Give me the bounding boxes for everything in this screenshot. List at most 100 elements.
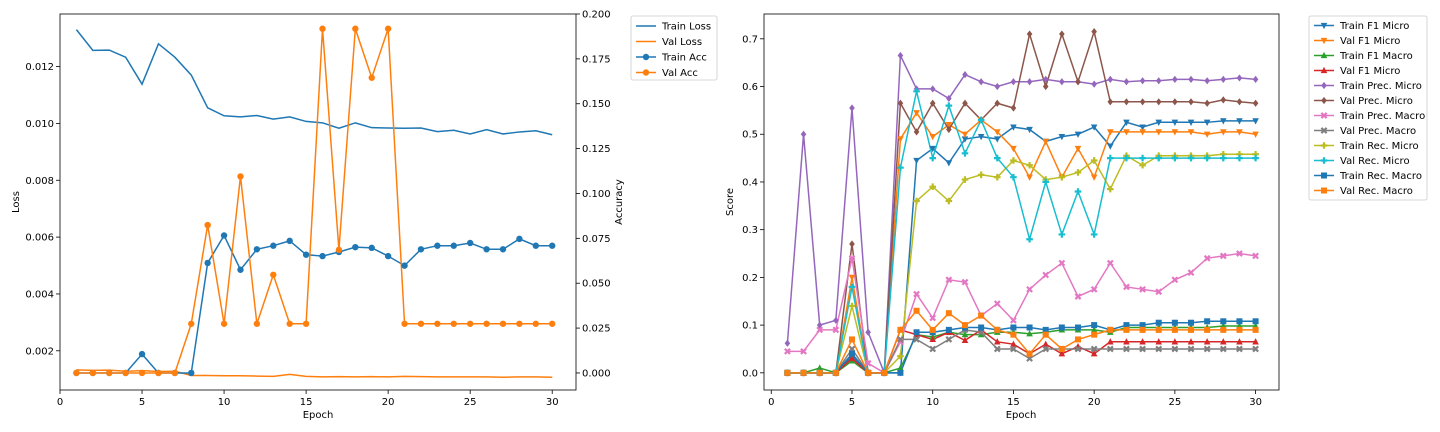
data-point-val-acc bbox=[450, 320, 457, 327]
data-point-train-prec-micro-4 bbox=[784, 339, 791, 347]
data-point-train-acc bbox=[483, 246, 490, 253]
data-point-val-prec-macro-7 bbox=[1074, 345, 1082, 353]
data-point-val-rec-micro-9 bbox=[1252, 154, 1259, 162]
data-point-val-prec-macro-7 bbox=[913, 336, 920, 343]
data-point-val-f1-micro-1 bbox=[1203, 131, 1211, 138]
right-y-axis-label: Accuracy bbox=[614, 179, 625, 225]
data-point-train-prec-micro-4 bbox=[1107, 75, 1114, 83]
legend-label-train-prec-macro-6: Train Prec. Macro bbox=[1339, 111, 1425, 122]
right-chart-x-tick-label: 20 bbox=[1088, 397, 1101, 408]
right-y-tick-label: 0.025 bbox=[582, 324, 611, 335]
data-point-train-prec-micro-4 bbox=[1204, 77, 1210, 85]
data-point-val-rec-macro-11 bbox=[784, 369, 791, 376]
data-point-val-rec-micro-9 bbox=[977, 116, 985, 124]
data-point-train-prec-macro-6 bbox=[961, 278, 969, 286]
data-point-val-acc bbox=[319, 25, 326, 32]
legend-label-val-loss: Val Loss bbox=[662, 37, 702, 48]
right-y-tick-label: 0.150 bbox=[582, 99, 611, 110]
data-point-train-rec-macro-10 bbox=[1252, 318, 1259, 325]
data-point-val-rec-micro-9 bbox=[897, 164, 904, 171]
right-y-tick-label: 0.000 bbox=[582, 368, 611, 379]
data-point-val-f1-micro-3 bbox=[1220, 338, 1227, 345]
right-y-tick-label: 0.200 bbox=[582, 10, 611, 21]
data-point-val-acc bbox=[155, 369, 162, 377]
data-point-val-f1-micro-3 bbox=[1155, 338, 1163, 345]
data-point-val-acc bbox=[253, 320, 261, 327]
data-point-train-acc bbox=[499, 246, 507, 253]
data-point-train-prec-macro-6 bbox=[848, 254, 856, 262]
data-point-val-rec-micro-9 bbox=[1090, 231, 1098, 238]
data-point-val-prec-macro-7 bbox=[1187, 345, 1195, 353]
left-x-ticks: 0 5 10 15 20 25 30 bbox=[57, 390, 559, 408]
left-x-tick-label: 25 bbox=[464, 397, 477, 408]
data-point-val-f1-micro-3 bbox=[848, 354, 856, 362]
legend-marker-val-prec-micro-5 bbox=[1321, 96, 1327, 105]
data-point-train-prec-micro-4 bbox=[800, 130, 807, 138]
data-point-train-prec-micro-4 bbox=[1139, 77, 1146, 85]
left-series-markers bbox=[73, 25, 556, 377]
data-point-val-rec-micro-9 bbox=[1123, 154, 1130, 162]
data-point-train-acc bbox=[516, 235, 523, 243]
data-point-val-f1-micro-3 bbox=[1010, 340, 1017, 347]
left-x-tick-label: 30 bbox=[546, 397, 559, 408]
data-point-train-f1-micro-0 bbox=[1106, 143, 1114, 150]
data-point-val-f1-micro-1 bbox=[1187, 129, 1195, 136]
data-point-train-rec-macro-10 bbox=[1155, 319, 1162, 326]
data-point-val-rec-macro-11 bbox=[1058, 345, 1065, 352]
data-point-val-rec-macro-11 bbox=[816, 369, 823, 376]
data-point-val-f1-micro-3 bbox=[1058, 350, 1066, 357]
legend-marker-val-rec-micro-9 bbox=[1320, 157, 1328, 164]
legend-label-train-rec-micro-8: Train Rec. Micro bbox=[1339, 141, 1419, 152]
data-point-val-acc bbox=[73, 369, 80, 377]
data-point-train-rec-macro-10 bbox=[1026, 324, 1033, 331]
left-y-axis-label: Loss bbox=[11, 191, 22, 213]
data-point-train-prec-micro-4 bbox=[1091, 80, 1097, 88]
data-point-val-rec-macro-11 bbox=[1026, 350, 1033, 357]
data-point-train-acc bbox=[450, 242, 457, 249]
data-point-train-prec-micro-4 bbox=[1059, 78, 1065, 86]
data-point-val-rec-macro-11 bbox=[1220, 326, 1227, 333]
data-point-val-f1-micro-1 bbox=[1252, 131, 1259, 138]
data-point-train-rec-macro-10 bbox=[978, 324, 985, 331]
data-point-train-f1-micro-0 bbox=[1026, 126, 1033, 134]
data-point-val-prec-macro-7 bbox=[993, 345, 1001, 353]
data-point-val-prec-macro-7 bbox=[1139, 345, 1146, 353]
data-point-train-f1-micro-0 bbox=[913, 157, 920, 165]
data-point-train-rec-micro-8 bbox=[1026, 161, 1033, 169]
data-point-val-acc bbox=[499, 320, 507, 327]
data-point-train-f1-macro-2 bbox=[897, 364, 904, 371]
data-point-val-f1-micro-3 bbox=[1123, 338, 1130, 345]
data-point-val-f1-micro-1 bbox=[1010, 145, 1017, 153]
data-point-train-f1-micro-0 bbox=[1139, 124, 1146, 131]
data-point-train-rec-macro-10 bbox=[848, 350, 855, 357]
legend-label-val-acc: Val Acc bbox=[662, 68, 698, 79]
data-point-val-rec-micro-9 bbox=[961, 150, 969, 157]
right-y-tick-label: 0.125 bbox=[582, 144, 611, 155]
data-point-train-prec-micro-4 bbox=[1010, 78, 1017, 86]
data-point-train-rec-macro-10 bbox=[1204, 318, 1211, 325]
data-point-val-prec-micro-5 bbox=[1059, 30, 1065, 38]
data-point-val-f1-micro-3 bbox=[929, 335, 937, 343]
score-metrics-chart: 0 5 10 15 20 25 30 0.0 0.1 0.2 0.3 0.4 0.5 0.6 0.7 Ep… bbox=[725, 13, 1428, 421]
left-plot-area bbox=[60, 14, 576, 390]
data-point-train-prec-micro-4 bbox=[833, 316, 839, 324]
legend-marker-val-rec-macro-11 bbox=[1321, 187, 1327, 194]
data-point-train-acc bbox=[466, 239, 474, 247]
data-point-train-rec-macro-10 bbox=[1075, 324, 1082, 331]
data-point-train-rec-macro-10 bbox=[1220, 318, 1227, 325]
data-point-val-f1-micro-3 bbox=[1187, 338, 1195, 345]
data-point-val-f1-micro-3 bbox=[961, 336, 969, 344]
data-point-val-prec-macro-7 bbox=[897, 336, 904, 343]
data-point-val-prec-micro-5 bbox=[1155, 98, 1162, 106]
data-point-train-rec-micro-8 bbox=[1058, 173, 1066, 181]
data-point-train-prec-macro-6 bbox=[1042, 271, 1050, 279]
data-point-train-acc bbox=[549, 242, 556, 249]
data-point-train-acc bbox=[319, 252, 326, 260]
data-point-val-f1-micro-1 bbox=[1171, 129, 1179, 136]
data-point-train-prec-macro-6 bbox=[1171, 276, 1179, 284]
data-point-val-rec-macro-11 bbox=[1252, 326, 1259, 333]
data-point-train-prec-micro-4 bbox=[978, 78, 984, 86]
legend-label-train-prec-micro-4: Train Prec. Micro bbox=[1339, 81, 1422, 92]
right-series-markers bbox=[784, 28, 1259, 377]
